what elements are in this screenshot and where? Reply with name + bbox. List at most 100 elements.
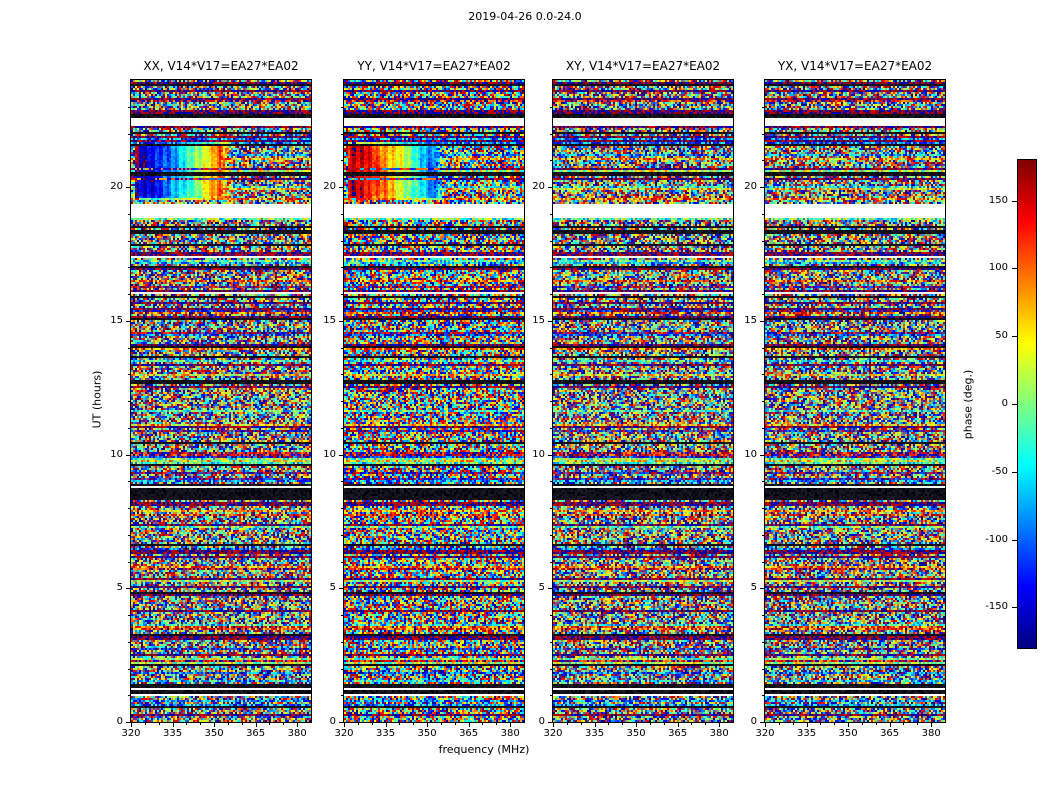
colorbar-tick-label: 0	[1001, 398, 1008, 409]
y-minor-tick	[341, 134, 343, 135]
x-tick-label: 380	[287, 728, 307, 739]
y-tick	[548, 187, 552, 188]
colorbar-tick-label: -50	[991, 466, 1008, 477]
suptitle: 2019-04-26 0.0-24.0	[468, 10, 582, 23]
x-minor-tick	[820, 723, 822, 725]
x-tick-label: 350	[204, 728, 224, 739]
y-minor-tick	[341, 160, 343, 161]
y-tick-label: 0	[538, 716, 545, 727]
y-minor-tick	[762, 562, 764, 563]
y-tick	[760, 455, 764, 456]
y-minor-tick	[762, 160, 764, 161]
y-minor-tick	[762, 642, 764, 643]
y-minor-tick	[550, 107, 552, 108]
x-minor-tick	[158, 723, 160, 725]
x-minor-tick	[566, 723, 568, 725]
y-minor-tick	[550, 267, 552, 268]
x-tick	[806, 723, 808, 727]
y-minor-tick	[550, 562, 552, 563]
y-minor-tick	[762, 134, 764, 135]
x-tick	[677, 723, 679, 727]
y-minor-tick	[128, 267, 130, 268]
x-tick	[297, 723, 299, 727]
y-tick	[760, 187, 764, 188]
x-tick-label: 380	[709, 728, 729, 739]
x-minor-tick	[227, 723, 229, 725]
y-minor-tick	[341, 642, 343, 643]
x-minor-tick	[371, 723, 373, 725]
x-tick-label: 365	[880, 728, 900, 739]
y-minor-tick	[762, 294, 764, 295]
y-minor-tick	[341, 401, 343, 402]
y-tick	[760, 588, 764, 589]
x-tick-label: 335	[584, 728, 605, 739]
y-minor-tick	[128, 348, 130, 349]
y-minor-tick	[341, 214, 343, 215]
y-tick	[548, 321, 552, 322]
y-tick-label: 15	[110, 315, 123, 326]
x-tick-label: 350	[417, 728, 437, 739]
colorbar-tick-label: -100	[985, 534, 1008, 545]
y-tick-label: 20	[323, 181, 336, 192]
y-minor-tick	[762, 107, 764, 108]
y-minor-tick	[341, 348, 343, 349]
y-minor-tick	[550, 695, 552, 696]
y-minor-tick	[128, 401, 130, 402]
colorbar-tick	[1012, 268, 1017, 269]
x-minor-tick	[608, 723, 610, 725]
y-tick	[126, 722, 130, 723]
y-tick-label: 0	[116, 716, 123, 727]
y-minor-tick	[550, 241, 552, 242]
y-minor-tick	[762, 267, 764, 268]
heatmap-canvas-yy	[344, 80, 524, 722]
x-tick	[385, 723, 387, 727]
heatmap-canvas-yx	[765, 80, 945, 722]
x-tick-label: 365	[668, 728, 688, 739]
y-minor-tick	[341, 669, 343, 670]
colorbar-tick-label: 50	[995, 330, 1008, 341]
panel-title-xy: XY, V14*V17=EA27*EA02	[565, 59, 721, 73]
x-minor-tick	[917, 723, 919, 725]
y-minor-tick	[762, 535, 764, 536]
x-minor-tick	[200, 723, 202, 725]
x-minor-tick	[357, 723, 359, 725]
colorbar-tick-label: 150	[988, 195, 1008, 206]
y-minor-tick	[762, 428, 764, 429]
y-minor-tick	[128, 214, 130, 215]
colorbar-tick	[1012, 201, 1017, 202]
x-minor-tick	[622, 723, 624, 725]
y-minor-tick	[128, 669, 130, 670]
y-tick	[760, 321, 764, 322]
y-minor-tick	[550, 134, 552, 135]
y-minor-tick	[762, 695, 764, 696]
panel-title-yx: YX, V14*V17=EA27*EA02	[777, 59, 933, 73]
y-minor-tick	[128, 107, 130, 108]
x-tick	[510, 723, 512, 727]
x-minor-tick	[283, 723, 285, 725]
y-minor-tick	[128, 562, 130, 563]
x-tick	[255, 723, 257, 727]
x-minor-tick	[440, 723, 442, 725]
y-minor-tick	[128, 374, 130, 375]
y-minor-tick	[128, 428, 130, 429]
panel-title-xx: XX, V14*V17=EA27*EA02	[143, 59, 299, 73]
x-minor-tick	[792, 723, 794, 725]
y-tick	[126, 321, 130, 322]
x-tick	[848, 723, 850, 727]
y-tick-label: 10	[532, 449, 545, 460]
y-minor-tick	[550, 348, 552, 349]
y-tick-label: 15	[323, 315, 336, 326]
colorbar-tick	[1012, 607, 1017, 608]
heatmap-canvas-xx	[131, 80, 311, 722]
colorbar-label: phase (deg.)	[961, 369, 975, 440]
y-tick-label: 10	[744, 449, 757, 460]
colorbar-tick-label: 100	[988, 262, 1008, 273]
y-minor-tick	[550, 481, 552, 482]
y-tick	[126, 187, 130, 188]
x-tick	[931, 723, 933, 727]
x-tick-label: 320	[755, 728, 775, 739]
x-tick	[344, 723, 345, 727]
x-tick	[765, 723, 766, 727]
x-minor-tick	[144, 723, 146, 725]
x-tick-label: 365	[246, 728, 266, 739]
